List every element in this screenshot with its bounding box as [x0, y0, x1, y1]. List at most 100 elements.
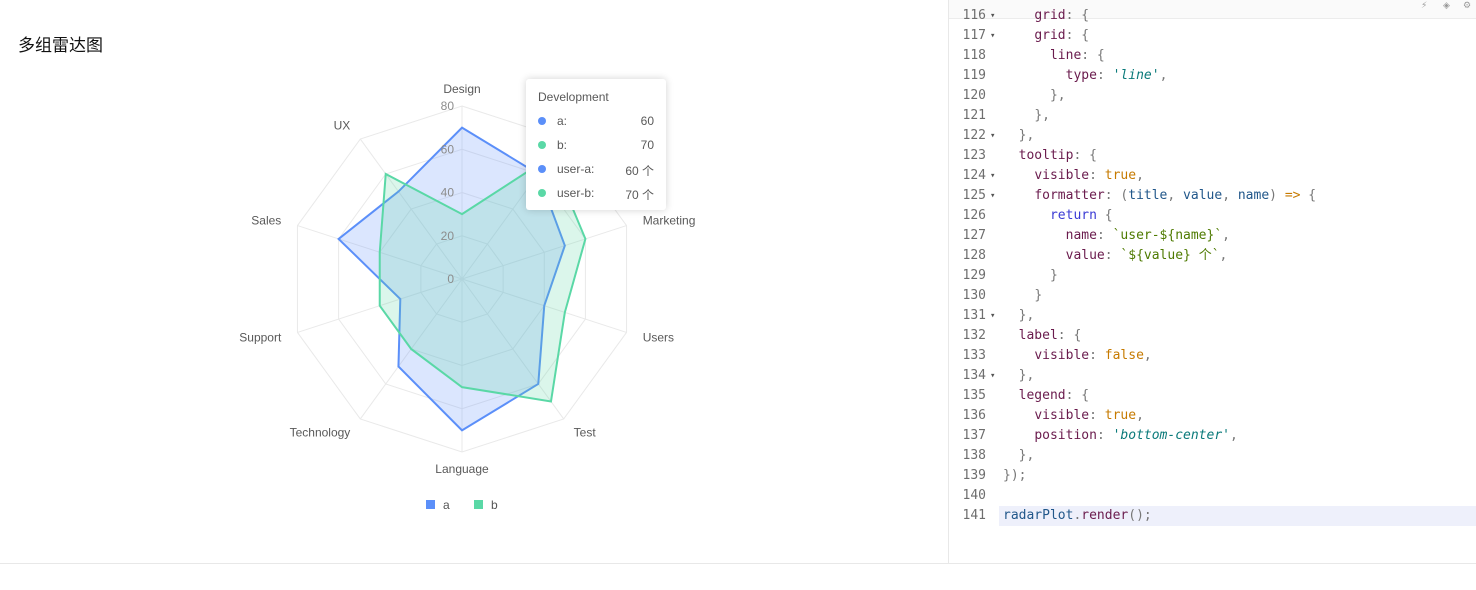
line-number: 130 [962, 288, 986, 303]
code-text[interactable]: type: 'line', [1065, 68, 1168, 83]
tooltip-row-name: user-b: [557, 186, 595, 200]
tooltip-row: a: 60 [538, 113, 654, 129]
line-number: 137 [962, 428, 986, 443]
code-line[interactable]: 119 type: 'line', [949, 66, 1476, 86]
line-number: 119 [962, 68, 986, 83]
code-line[interactable]: 121 }, [949, 106, 1476, 126]
code-line[interactable]: 141 radarPlot.render(); [949, 506, 1476, 526]
code-text[interactable]: } [1034, 288, 1043, 303]
lightning-icon[interactable]: ⚡ [1421, 0, 1428, 10]
line-number: 124 [962, 168, 986, 183]
code-text[interactable]: value: `${value} 个`, [1065, 248, 1228, 263]
code-line[interactable]: 136 visible: true, [949, 406, 1476, 426]
fold-arrow-icon[interactable]: ▾ [990, 191, 996, 201]
code-line[interactable]: 134 ▾ }, [949, 366, 1476, 386]
tooltip-row-value: 60 [640, 114, 654, 128]
code-text[interactable]: legend: { [1018, 388, 1090, 403]
tooltip-marker [538, 165, 546, 173]
legend-marker [426, 500, 435, 509]
code-text[interactable]: label: { [1018, 328, 1082, 343]
code-line[interactable]: 137 position: 'bottom-center', [949, 426, 1476, 446]
page-title: 多组雷达图 [18, 36, 103, 56]
code-text[interactable] [999, 486, 1476, 506]
code-line[interactable]: 122 ▾ }, [949, 126, 1476, 146]
grid-spoke [359, 138, 463, 280]
code-line[interactable]: 135 legend: { [949, 386, 1476, 406]
fold-arrow-icon[interactable]: ▾ [990, 371, 996, 381]
code-text[interactable]: }, [1018, 308, 1035, 323]
fold-arrow-icon[interactable]: ▾ [990, 171, 996, 181]
line-number: 117 [962, 28, 986, 43]
fold-arrow-icon[interactable]: ▾ [990, 311, 996, 321]
line-number: 141 [962, 508, 986, 523]
code-text[interactable]: grid: { [1034, 28, 1090, 43]
code-line[interactable]: 120 }, [949, 86, 1476, 106]
axis-label: Support [239, 331, 282, 345]
cube-icon[interactable]: ◈ [1443, 0, 1450, 10]
code-line[interactable]: 118 line: { [949, 46, 1476, 66]
line-number: 116 [962, 8, 986, 23]
code-line[interactable]: 127 name: `user-${name}`, [949, 226, 1476, 246]
code-text[interactable]: }); [1003, 468, 1027, 483]
line-number: 133 [962, 348, 986, 363]
chart-tooltip: Development a: 60 b: 70 user-a: 60 个 use… [526, 79, 666, 210]
code-text[interactable]: }, [1049, 88, 1066, 103]
axis-label: Marketing [643, 213, 696, 227]
tooltip-title: Development [538, 90, 609, 104]
code-line[interactable]: 124 ▾ visible: true, [949, 166, 1476, 186]
line-number: 131 [962, 308, 986, 323]
code-text[interactable]: tooltip: { [1018, 148, 1097, 163]
code-text[interactable]: visible: true, [1034, 168, 1144, 183]
legend-item-a[interactable]: a [426, 498, 450, 512]
line-number: 138 [962, 448, 986, 463]
code-text[interactable]: return { [1049, 208, 1113, 223]
line-number: 122 [962, 128, 986, 143]
fold-arrow-icon[interactable]: ▾ [990, 131, 996, 141]
code-line[interactable]: 138 }, [949, 446, 1476, 466]
radar-series[interactable] [337, 126, 587, 432]
code-text[interactable]: visible: true, [1034, 408, 1144, 423]
code-line[interactable]: 117 ▾ grid: { [949, 26, 1476, 46]
code-text[interactable]: } [1049, 268, 1058, 283]
code-line[interactable]: 139}); [949, 466, 1476, 486]
code-line[interactable]: 126 return { [949, 206, 1476, 226]
code-text[interactable]: radarPlot.render(); [999, 506, 1476, 526]
series-area-b[interactable] [378, 155, 587, 403]
tooltip-row-name: a: [557, 114, 568, 128]
settings-icon[interactable]: ⚙ [1463, 0, 1472, 10]
code-text[interactable]: name: `user-${name}`, [1065, 228, 1230, 243]
grid-spoke [461, 278, 565, 420]
code-text[interactable]: formatter: (title, value, name) => { [1034, 188, 1317, 203]
code-text[interactable]: }, [1018, 128, 1035, 143]
code-line[interactable]: 116 ▾ grid: { [949, 6, 1476, 26]
code-line[interactable]: 128 value: `${value} 个`, [949, 246, 1476, 266]
tooltip-marker [538, 189, 546, 197]
line-number: 125 [962, 188, 986, 203]
legend-item-b[interactable]: b [474, 498, 498, 512]
code-text[interactable]: }, [1034, 108, 1050, 123]
tooltip-row: user-a: 60 个 [538, 161, 654, 178]
series-area-a[interactable] [337, 126, 566, 432]
code-text[interactable]: grid: { [1034, 8, 1090, 23]
tick-label: 60 [441, 142, 455, 156]
code-line[interactable]: 132 label: { [949, 326, 1476, 346]
fold-arrow-icon[interactable]: ▾ [990, 11, 996, 21]
code-text[interactable]: position: 'bottom-center', [1034, 428, 1238, 443]
code-line[interactable]: 131 ▾ }, [949, 306, 1476, 326]
code-line[interactable]: 129 } [949, 266, 1476, 286]
code-line[interactable]: 140 [949, 486, 1476, 506]
code-text[interactable]: }, [1018, 448, 1035, 463]
code-line[interactable]: 130 } [949, 286, 1476, 306]
code-line[interactable]: 123 tooltip: { [949, 146, 1476, 166]
code-text[interactable]: visible: false, [1034, 348, 1152, 363]
radar-chart[interactable]: Design Development Marketing Users Test Langu… [0, 0, 948, 563]
code-editor[interactable]: ⚡ ◈ ⚙ 116 ▾ grid: { 117 ▾ grid: { 118 line: … [948, 0, 1476, 563]
fold-arrow-icon[interactable]: ▾ [990, 31, 996, 41]
code-line[interactable]: 133 visible: false, [949, 346, 1476, 366]
code-text[interactable]: }, [1018, 368, 1035, 383]
code-line[interactable]: 125 ▾ formatter: (title, value, name) => … [949, 186, 1476, 206]
axis-label: Language [435, 462, 489, 476]
grid-spoke [461, 225, 627, 280]
code-text[interactable]: line: { [1049, 48, 1105, 63]
